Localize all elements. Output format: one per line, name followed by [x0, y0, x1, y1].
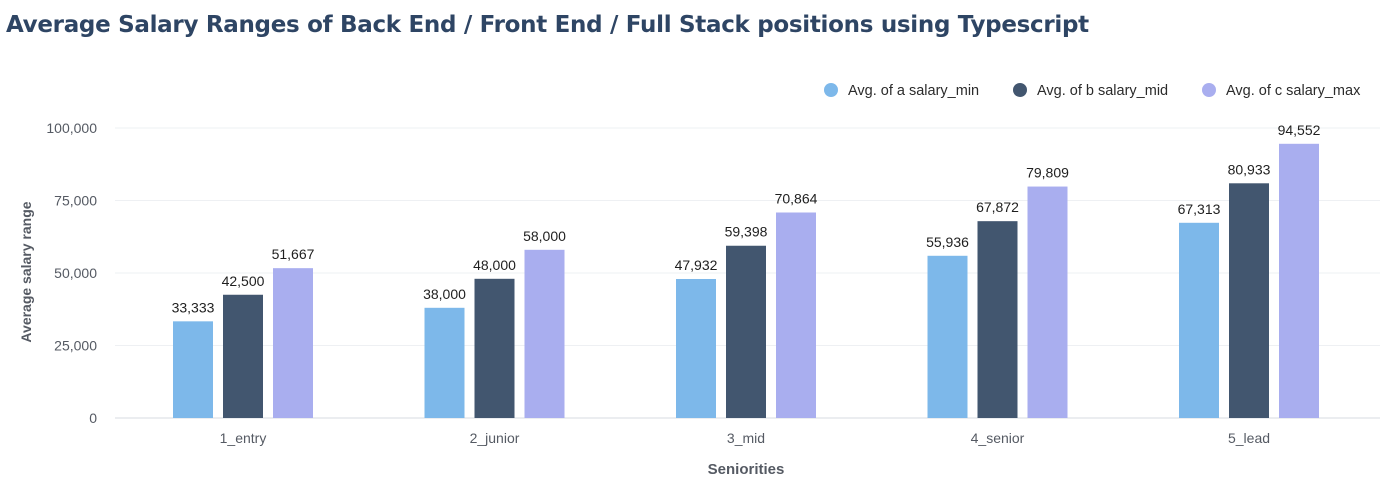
data-labels: 33,333 38,000 47,932 55,936 67,313 42,500 48,0… [172, 122, 1321, 316]
x-tick-label: 2_junior [470, 430, 520, 446]
bar [1279, 143, 1319, 418]
y-axis-title: Average salary range [18, 201, 34, 342]
y-axis-ticks: 0 25,000 50,000 75,000 100,000 [46, 120, 97, 426]
data-label: 42,500 [222, 273, 265, 289]
bar [776, 212, 816, 418]
bar [273, 268, 313, 418]
y-tick-label: 25,000 [54, 338, 97, 354]
x-tick-label: 1_entry [220, 430, 267, 446]
legend-item[interactable]: Avg. of a salary_min [824, 83, 979, 99]
x-tick-label: 3_mid [727, 430, 765, 446]
data-label: 67,872 [976, 199, 1019, 215]
data-label: 55,936 [926, 234, 969, 250]
data-label: 51,667 [272, 246, 315, 262]
bar [474, 278, 515, 418]
bar [524, 249, 565, 418]
x-tick-label: 5_lead [1228, 430, 1270, 446]
data-label: 33,333 [172, 299, 215, 315]
legend-swatch [1013, 83, 1027, 97]
data-label: 38,000 [423, 286, 466, 302]
bar [676, 278, 716, 418]
bar [173, 321, 213, 418]
data-label: 70,864 [775, 190, 818, 206]
y-tick-label: 0 [89, 410, 97, 426]
x-tick-label: 4_senior [971, 430, 1025, 446]
bar [223, 294, 263, 418]
legend-item[interactable]: Avg. of c salary_max [1202, 83, 1361, 99]
data-label: 94,552 [1278, 122, 1321, 138]
y-tick-label: 75,000 [54, 193, 97, 209]
data-label: 48,000 [473, 257, 516, 273]
chart-title: Average Salary Ranges of Back End / Fron… [6, 12, 1089, 38]
data-label: 59,398 [725, 224, 768, 240]
data-label: 47,932 [675, 257, 718, 273]
legend-swatch [824, 83, 838, 97]
bar [1027, 186, 1068, 418]
data-label: 79,809 [1026, 165, 1069, 181]
x-axis-ticks: 1_entry 2_junior 3_mid 4_senior 5_lead [220, 430, 1270, 446]
bar [726, 245, 766, 418]
bar [424, 307, 465, 418]
legend-swatch [1202, 83, 1216, 97]
bar [1179, 222, 1219, 418]
x-axis-title: Seniorities [708, 461, 785, 478]
y-tick-label: 100,000 [46, 120, 97, 136]
legend-label: Avg. of c salary_max [1226, 83, 1361, 99]
legend-item[interactable]: Avg. of b salary_mid [1013, 83, 1168, 99]
bar [1229, 183, 1269, 418]
bar [927, 255, 968, 418]
bar [977, 221, 1018, 418]
legend-label: Avg. of a salary_min [848, 83, 979, 99]
data-label: 80,933 [1228, 161, 1271, 177]
legend: Avg. of a salary_min Avg. of b salary_mid… [824, 83, 1361, 99]
legend-label: Avg. of b salary_mid [1037, 83, 1168, 99]
bars [173, 143, 1319, 418]
data-label: 58,000 [523, 228, 566, 244]
y-tick-label: 50,000 [54, 265, 97, 281]
data-label: 67,313 [1178, 201, 1221, 217]
